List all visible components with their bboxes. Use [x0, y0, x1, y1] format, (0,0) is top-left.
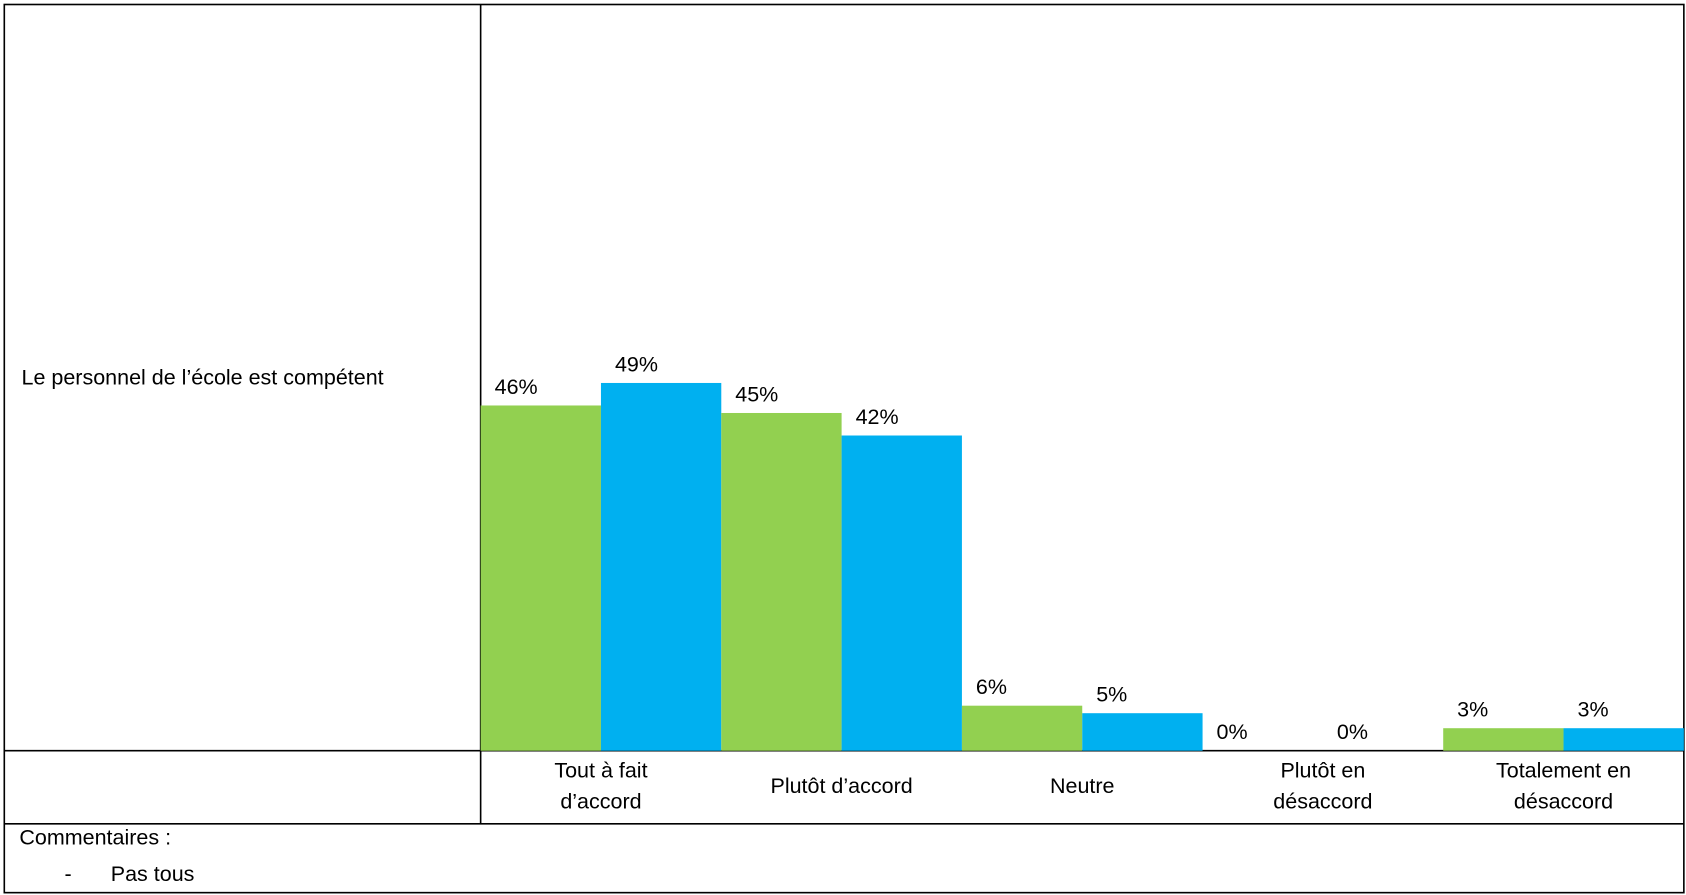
data-label: 3% [1457, 698, 1488, 722]
x-tick-label: d’accord [560, 790, 641, 814]
comment-bullet: - [65, 862, 72, 886]
bar [961, 705, 1083, 751]
x-tick-label: Plutôt en [1280, 758, 1365, 782]
x-tick-label: désaccord [1273, 790, 1372, 814]
bar [841, 435, 962, 751]
data-label: 6% [976, 675, 1007, 699]
row-label: Le personnel de l’école est compétent [22, 365, 384, 389]
data-label: 0% [1337, 720, 1368, 744]
bar [1563, 728, 1684, 751]
data-label: 0% [1217, 720, 1248, 744]
bar [1082, 713, 1203, 751]
comments-title: Commentaires : [19, 826, 171, 850]
bar [600, 382, 722, 751]
data-label: 45% [735, 382, 778, 406]
bar [721, 412, 842, 751]
data-label: 5% [1096, 683, 1127, 707]
table-border [3, 3, 1685, 894]
data-label: 46% [495, 375, 538, 399]
comment-text: Pas tous [111, 862, 195, 886]
x-tick-label: désaccord [1514, 790, 1613, 814]
x-tick-label: Totalement en [1496, 758, 1631, 782]
x-tick-label: Tout à fait [554, 758, 647, 782]
x-tick-label: Neutre [1050, 774, 1115, 798]
bar [1443, 728, 1564, 751]
bar [480, 405, 601, 751]
data-label: 49% [615, 352, 658, 376]
x-tick-label: Plutôt d’accord [770, 774, 912, 798]
data-label: 3% [1578, 698, 1609, 722]
data-label: 42% [856, 405, 899, 429]
